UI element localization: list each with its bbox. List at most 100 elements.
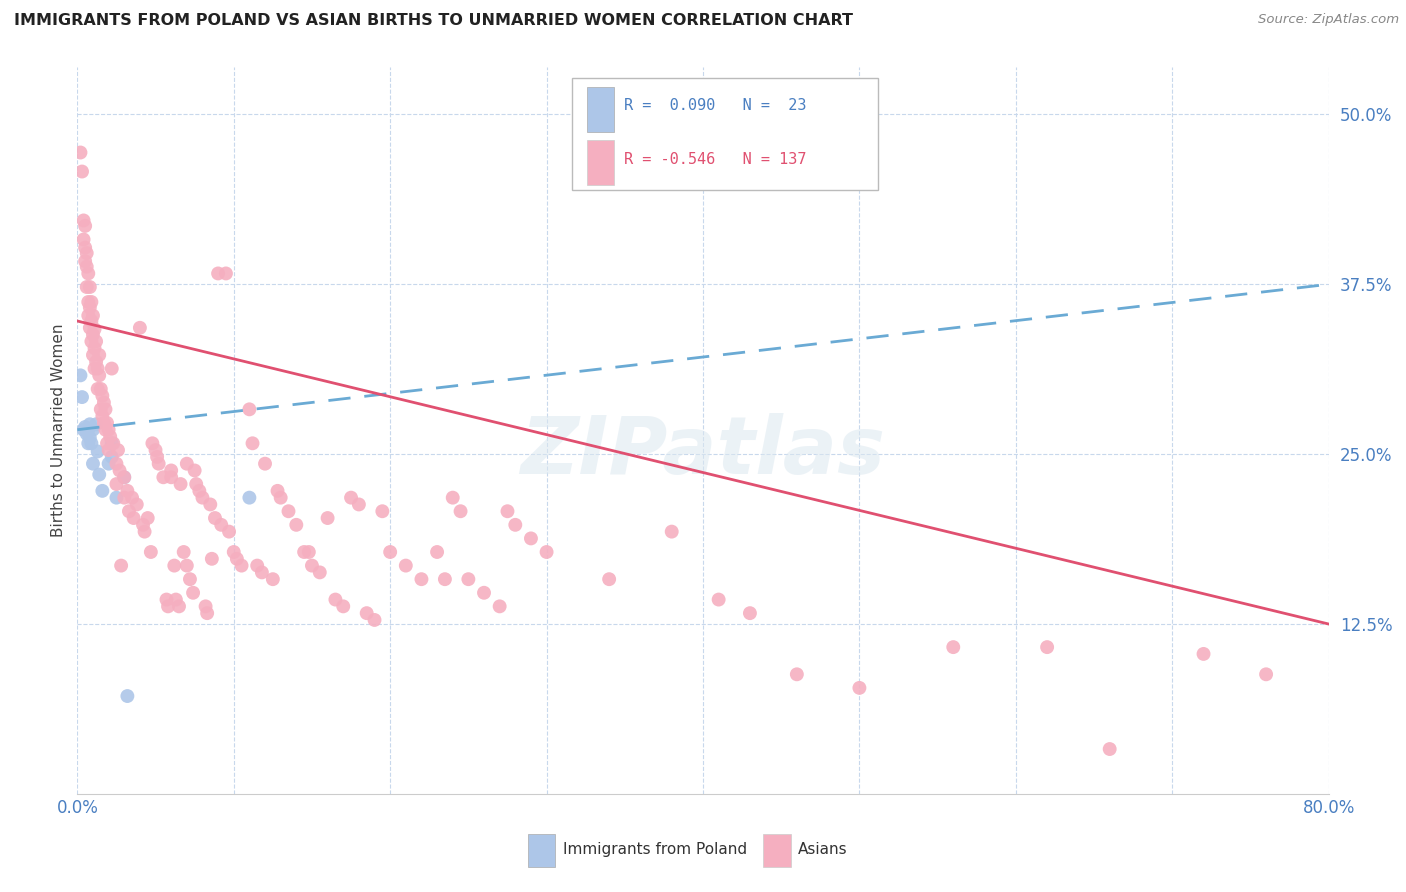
Point xyxy=(107,443,129,458)
Point xyxy=(426,545,449,559)
Point xyxy=(91,483,114,498)
Point xyxy=(83,322,105,336)
Point xyxy=(598,572,620,586)
Point xyxy=(332,599,354,614)
Point xyxy=(84,417,107,432)
Point xyxy=(79,301,101,315)
Point xyxy=(238,402,260,417)
Point xyxy=(152,470,174,484)
Point xyxy=(146,450,169,464)
Point xyxy=(176,457,198,471)
Point xyxy=(82,348,104,362)
Point xyxy=(80,314,103,328)
Point xyxy=(157,599,180,614)
Point xyxy=(191,491,214,505)
Point xyxy=(433,572,456,586)
Point xyxy=(112,470,135,484)
Point xyxy=(79,280,101,294)
Point xyxy=(89,348,111,362)
Point xyxy=(75,219,97,233)
Text: Asians: Asians xyxy=(799,842,848,857)
Point xyxy=(136,511,159,525)
Point xyxy=(262,572,284,586)
Point xyxy=(69,368,91,383)
Point xyxy=(195,606,218,620)
Point xyxy=(86,382,108,396)
Point xyxy=(84,334,107,349)
Point xyxy=(79,417,101,432)
Point xyxy=(121,491,143,505)
Point xyxy=(84,355,107,369)
Point xyxy=(72,232,94,246)
Point xyxy=(163,558,186,573)
Point xyxy=(134,524,156,539)
Point xyxy=(246,558,269,573)
Point xyxy=(129,320,152,334)
Point xyxy=(218,524,240,539)
Point xyxy=(97,423,120,437)
Point xyxy=(97,443,120,458)
Point xyxy=(848,681,870,695)
Point xyxy=(89,467,111,482)
Bar xyxy=(586,87,614,132)
Point xyxy=(176,558,198,573)
Point xyxy=(186,477,208,491)
Point xyxy=(340,491,363,505)
Point xyxy=(270,491,292,505)
Point xyxy=(179,572,201,586)
Point xyxy=(93,416,115,430)
Point xyxy=(82,423,104,437)
Point xyxy=(117,483,139,498)
Point xyxy=(253,457,276,471)
Point xyxy=(141,436,163,450)
Bar xyxy=(527,834,555,867)
Point xyxy=(496,504,519,518)
Point xyxy=(472,586,495,600)
Point xyxy=(80,295,103,310)
Bar xyxy=(763,834,790,867)
Point xyxy=(173,545,195,559)
Point xyxy=(285,517,308,532)
Point xyxy=(96,436,118,450)
Point xyxy=(77,267,100,281)
Point xyxy=(72,423,94,437)
Point xyxy=(266,483,288,498)
Point xyxy=(83,361,105,376)
Point xyxy=(347,498,370,512)
Bar xyxy=(586,140,614,186)
Point xyxy=(79,320,101,334)
Point xyxy=(325,592,347,607)
Point xyxy=(96,416,118,430)
Point xyxy=(80,334,103,349)
Point xyxy=(76,246,98,260)
Point xyxy=(231,558,253,573)
Point xyxy=(301,558,323,573)
Point xyxy=(505,517,527,532)
Text: Source: ZipAtlas.com: Source: ZipAtlas.com xyxy=(1258,13,1399,27)
Text: R = -0.546   N = 137: R = -0.546 N = 137 xyxy=(624,152,807,167)
Point xyxy=(91,409,114,424)
Point xyxy=(316,511,339,525)
Point xyxy=(167,599,190,614)
Text: Immigrants from Poland: Immigrants from Poland xyxy=(562,842,747,857)
Point xyxy=(181,586,204,600)
Point xyxy=(97,457,120,471)
Point xyxy=(72,213,94,227)
Point xyxy=(69,145,91,160)
Point xyxy=(75,420,97,434)
Text: IMMIGRANTS FROM POLAND VS ASIAN BIRTHS TO UNMARRIED WOMEN CORRELATION CHART: IMMIGRANTS FROM POLAND VS ASIAN BIRTHS T… xyxy=(14,13,853,29)
Point xyxy=(520,532,543,546)
Point xyxy=(661,524,683,539)
Point xyxy=(183,463,205,477)
Point xyxy=(1036,640,1059,654)
Point xyxy=(1098,742,1121,756)
Point xyxy=(277,504,299,518)
Point xyxy=(250,566,273,580)
Point xyxy=(75,254,97,268)
Point xyxy=(380,545,402,559)
Point xyxy=(76,260,98,274)
Point xyxy=(132,517,155,532)
Point xyxy=(122,511,145,525)
Point xyxy=(82,457,104,471)
Point xyxy=(242,436,264,450)
